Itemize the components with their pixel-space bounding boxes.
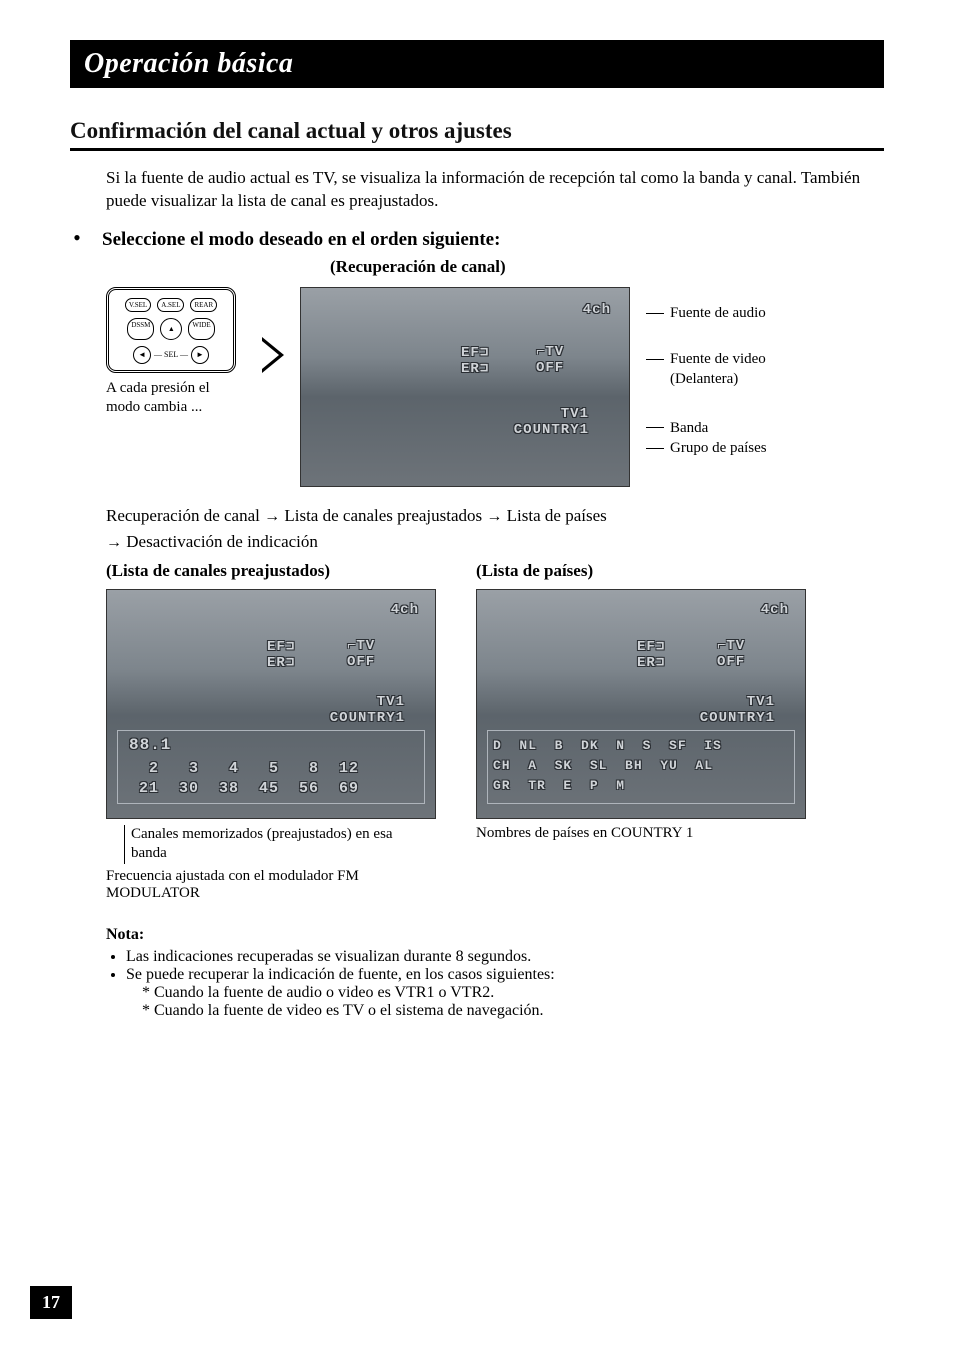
preset-screen: 4ch EF⊐ ER⊐ ⌐TV OFF TV1 COUNTRY1 88.1 2 … xyxy=(106,589,436,819)
section-title-text: Confirmación del canal actual y otros aj… xyxy=(70,118,512,143)
osd-presets-r2: 21 30 38 45 56 69 xyxy=(129,780,359,797)
column-country-list: (Lista de países) 4ch EF⊐ ER⊐ ⌐TV OFF TV… xyxy=(476,561,806,902)
remote-btn-up: ▲ xyxy=(160,318,182,340)
page-number: 17 xyxy=(30,1286,72,1319)
main-row: V.SEL A.SEL REAR DSSM ▲ WIDE ◄ — SEL — ►… xyxy=(106,287,884,487)
label-banda: Banda xyxy=(670,418,708,438)
label-audio: Fuente de audio xyxy=(670,303,766,323)
note-sub-1: Cuando la fuente de audio o video es VTR… xyxy=(142,984,884,1002)
note-sub-2: Cuando la fuente de video es TV o el sis… xyxy=(142,1002,884,1020)
osd-freq: 88.1 xyxy=(129,736,171,754)
flow-sequence: Recuperación de canal → Lista de canales… xyxy=(106,503,884,555)
osd-country-row3: GR TR E P M xyxy=(493,778,625,793)
bullet-icon: • xyxy=(70,227,84,249)
osd-src: ⌐TV xyxy=(717,638,745,654)
step-sublabel: (Recuperación de canal) xyxy=(330,257,884,277)
preset-caption-1: Canales memorizados (preajustados) en es… xyxy=(124,825,424,864)
column-preset-list: (Lista de canales preajustados) 4ch EF⊐ … xyxy=(106,561,436,902)
col-right-title: (Lista de países) xyxy=(476,561,806,581)
remote-btn-right: ► xyxy=(191,346,209,364)
note-section: Nota: Las indicaciones recuperadas se vi… xyxy=(106,926,884,1020)
remote-btn-dssm: DSSM xyxy=(127,318,154,340)
osd-er: ER⊐ xyxy=(637,654,665,671)
country-caption: Nombres de países en COUNTRY 1 xyxy=(476,825,806,842)
osd-band: TV1 xyxy=(747,694,775,710)
label-grupo: Grupo de países xyxy=(670,438,767,458)
osd-src: ⌐TV xyxy=(536,344,564,360)
osd-ef: EF⊐ xyxy=(637,638,665,655)
osd-ef: EF⊐ xyxy=(461,344,489,361)
remote-sel-label: — SEL — xyxy=(154,350,188,359)
section-title: Confirmación del canal actual y otros aj… xyxy=(70,118,884,151)
osd-country: COUNTRY1 xyxy=(514,422,589,438)
step-instruction: Seleccione el modo deseado en el orden s… xyxy=(102,229,500,251)
arrow-icon: → xyxy=(106,534,122,551)
osd-band: TV1 xyxy=(561,406,589,422)
osd-country-row1: D NL B DK N S SF IS xyxy=(493,738,722,753)
arrow-icon: → xyxy=(486,508,502,525)
osd-channel: 4ch xyxy=(761,602,789,618)
osd-er: ER⊐ xyxy=(267,654,295,671)
step-line: • Seleccione el modo deseado en el orden… xyxy=(70,227,884,251)
osd-country-row2: CH A SK SL BH YU AL xyxy=(493,758,713,773)
preset-caption-2: Frecuencia ajustada con el modulador FM … xyxy=(106,868,426,902)
remote-btn-vsel: V.SEL xyxy=(125,298,151,312)
remote-btn-left: ◄ xyxy=(133,346,151,364)
two-column-section: (Lista de canales preajustados) 4ch EF⊐ … xyxy=(106,561,884,902)
note-title: Nota: xyxy=(106,926,884,944)
osd-off: OFF xyxy=(717,654,745,670)
osd-off: OFF xyxy=(347,654,375,670)
intro-paragraph: Si la fuente de audio actual es TV, se v… xyxy=(106,167,884,213)
arrow-icon: → xyxy=(264,508,280,525)
remote-btn-rear: REAR xyxy=(190,298,217,312)
label-video2: (Delantera) xyxy=(670,369,738,389)
triangle-icon xyxy=(262,337,284,373)
osd-band: TV1 xyxy=(377,694,405,710)
remote-btn-asel: A.SEL xyxy=(157,298,184,312)
page-banner: Operación básica xyxy=(70,40,884,88)
osd-src: ⌐TV xyxy=(347,638,375,654)
osd-presets-r1: 2 3 4 5 8 12 xyxy=(129,760,359,777)
osd-er: ER⊐ xyxy=(461,360,489,377)
note-item-2: Se puede recuperar la indicación de fuen… xyxy=(126,966,884,1020)
osd-country: COUNTRY1 xyxy=(700,710,775,726)
remote-block: V.SEL A.SEL REAR DSSM ▲ WIDE ◄ — SEL — ►… xyxy=(106,287,246,418)
osd-channel: 4ch xyxy=(583,302,611,318)
remote-caption: A cada presión el modo cambia ... xyxy=(106,379,246,418)
screen-labels: Fuente de audio Fuente de video (Delante… xyxy=(646,291,767,458)
main-screen: 4ch EF⊐ ER⊐ ⌐TV OFF TV1 COUNTRY1 xyxy=(300,287,630,487)
col-left-title: (Lista de canales preajustados) xyxy=(106,561,436,581)
osd-ef: EF⊐ xyxy=(267,638,295,655)
country-screen: 4ch EF⊐ ER⊐ ⌐TV OFF TV1 COUNTRY1 D NL B … xyxy=(476,589,806,819)
osd-off: OFF xyxy=(536,360,564,376)
label-video1: Fuente de video xyxy=(670,349,766,369)
remote-control: V.SEL A.SEL REAR DSSM ▲ WIDE ◄ — SEL — ► xyxy=(106,287,236,373)
remote-btn-wide: WIDE xyxy=(188,318,214,340)
osd-channel: 4ch xyxy=(391,602,419,618)
note-item-1: Las indicaciones recuperadas se visualiz… xyxy=(126,948,884,966)
osd-country: COUNTRY1 xyxy=(330,710,405,726)
